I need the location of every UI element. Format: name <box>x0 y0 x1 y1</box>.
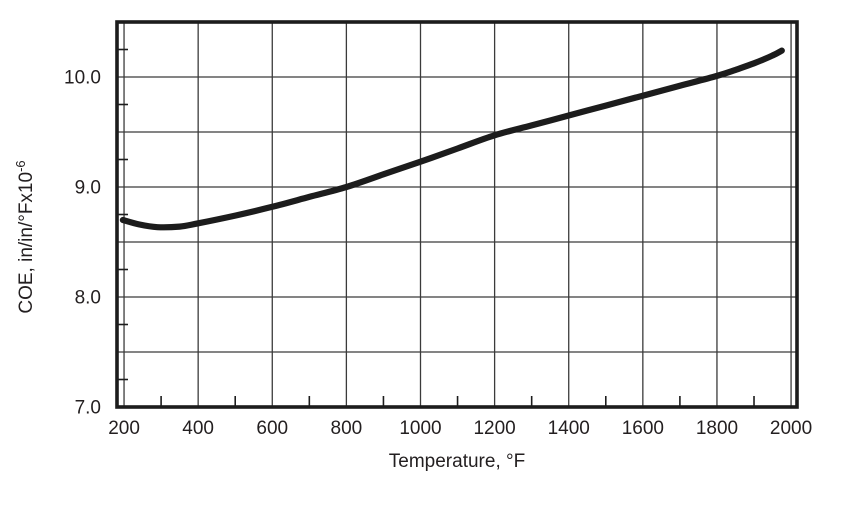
x-tick-label: 200 <box>108 418 140 439</box>
x-tick-label: 1400 <box>548 418 590 439</box>
x-tick-label: 2000 <box>770 418 812 439</box>
y-tick-label: 7.0 <box>75 398 101 419</box>
plot-frame <box>115 20 799 409</box>
x-tick-label: 1600 <box>622 418 664 439</box>
x-tick-label: 800 <box>331 418 363 439</box>
y-axis-title-text: COE, in/in/°Fx10 <box>16 171 37 314</box>
x-tick-label: 1200 <box>473 418 515 439</box>
y-tick-label: 10.0 <box>64 68 101 89</box>
x-tick-label: 1800 <box>696 418 738 439</box>
x-axis-title-text: Temperature, °F <box>388 451 526 472</box>
y-axis-title: COE, in/in/°Fx10-6 <box>13 160 38 314</box>
x-tick-label: 600 <box>256 418 288 439</box>
x-tick-label: 400 <box>182 418 214 439</box>
y-tick-label: 8.0 <box>75 288 101 309</box>
coe-curve <box>119 47 785 231</box>
x-axis-title: Temperature, °F <box>117 451 797 473</box>
y-axis-title-exponent: -6 <box>13 160 28 172</box>
y-tick-label: 9.0 <box>75 178 101 199</box>
x-tick-label: 1000 <box>399 418 441 439</box>
